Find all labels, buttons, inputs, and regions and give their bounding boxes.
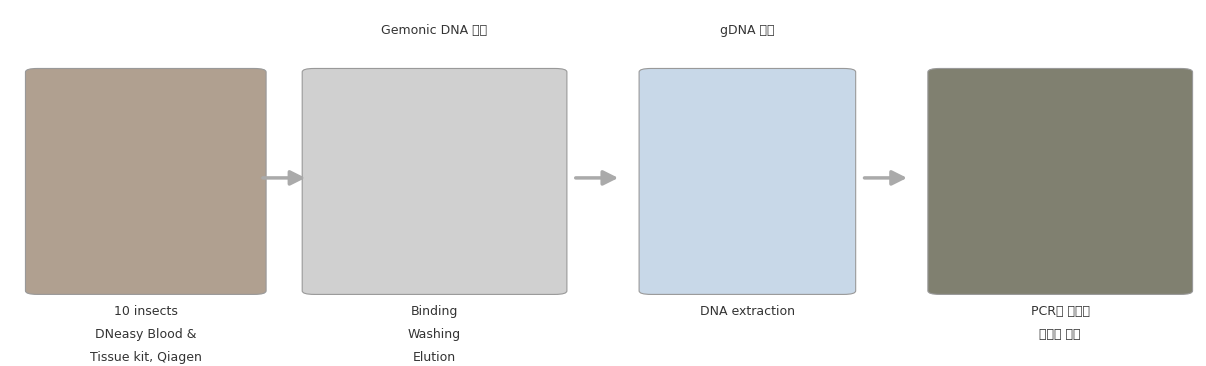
Text: Washing: Washing: [408, 328, 461, 341]
Text: gDNA 확보: gDNA 확보: [720, 24, 774, 37]
Text: 유전자 증폭: 유전자 증폭: [1040, 328, 1081, 341]
Text: Binding: Binding: [411, 305, 458, 318]
Text: DNA extraction: DNA extraction: [699, 305, 795, 318]
FancyBboxPatch shape: [25, 68, 267, 294]
Text: Tissue kit, Qiagen: Tissue kit, Qiagen: [89, 351, 201, 364]
FancyBboxPatch shape: [639, 68, 856, 294]
Text: Gemonic DNA 분리: Gemonic DNA 분리: [381, 24, 487, 37]
Text: 10 insects: 10 insects: [113, 305, 177, 318]
Text: Elution: Elution: [412, 351, 456, 364]
FancyBboxPatch shape: [927, 68, 1193, 294]
Text: DNeasy Blood &: DNeasy Blood &: [95, 328, 197, 341]
FancyBboxPatch shape: [303, 68, 567, 294]
Text: PCR를 이용한: PCR를 이용한: [1031, 305, 1090, 318]
